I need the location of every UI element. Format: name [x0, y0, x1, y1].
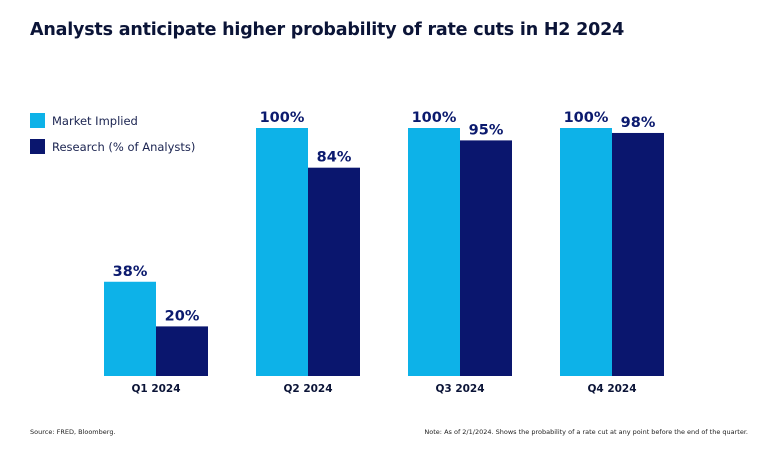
- bar-research-2: [308, 167, 360, 376]
- data-label: 100%: [260, 110, 305, 126]
- footnote: Note: As of 2/1/2024. Shows the probabil…: [424, 428, 748, 436]
- x-tick-label: Q3 2024: [435, 383, 484, 395]
- bar-research-1: [156, 326, 208, 376]
- legend-swatch-research: [30, 139, 45, 154]
- x-tick-label: Q1 2024: [131, 383, 180, 395]
- legend-label: Research (% of Analysts): [52, 139, 196, 154]
- legend-label: Market Implied: [52, 113, 138, 128]
- data-label: 100%: [412, 110, 457, 126]
- x-tick-label: Q4 2024: [587, 383, 636, 395]
- bar-market-implied-4: [560, 128, 612, 376]
- bar-research-3: [460, 140, 512, 376]
- legend-item-market-implied: Market Implied: [30, 113, 138, 128]
- data-label: 38%: [113, 264, 148, 280]
- bar-market-implied-1: [104, 281, 156, 376]
- data-label: 95%: [469, 122, 504, 138]
- data-label: 84%: [317, 150, 352, 166]
- data-label: 98%: [621, 115, 656, 131]
- legend-swatch-market-implied: [30, 113, 45, 128]
- data-label: 20%: [165, 308, 200, 324]
- source-note: Source: FRED, Bloomberg.: [30, 428, 116, 436]
- bar-market-implied-2: [256, 128, 308, 376]
- x-tick-label: Q2 2024: [283, 383, 332, 395]
- data-label: 100%: [564, 110, 609, 126]
- bar-market-implied-3: [408, 128, 460, 376]
- chart-title: Analysts anticipate higher probability o…: [30, 20, 625, 40]
- legend-item-research: Research (% of Analysts): [30, 139, 195, 154]
- bar-research-4: [612, 132, 664, 376]
